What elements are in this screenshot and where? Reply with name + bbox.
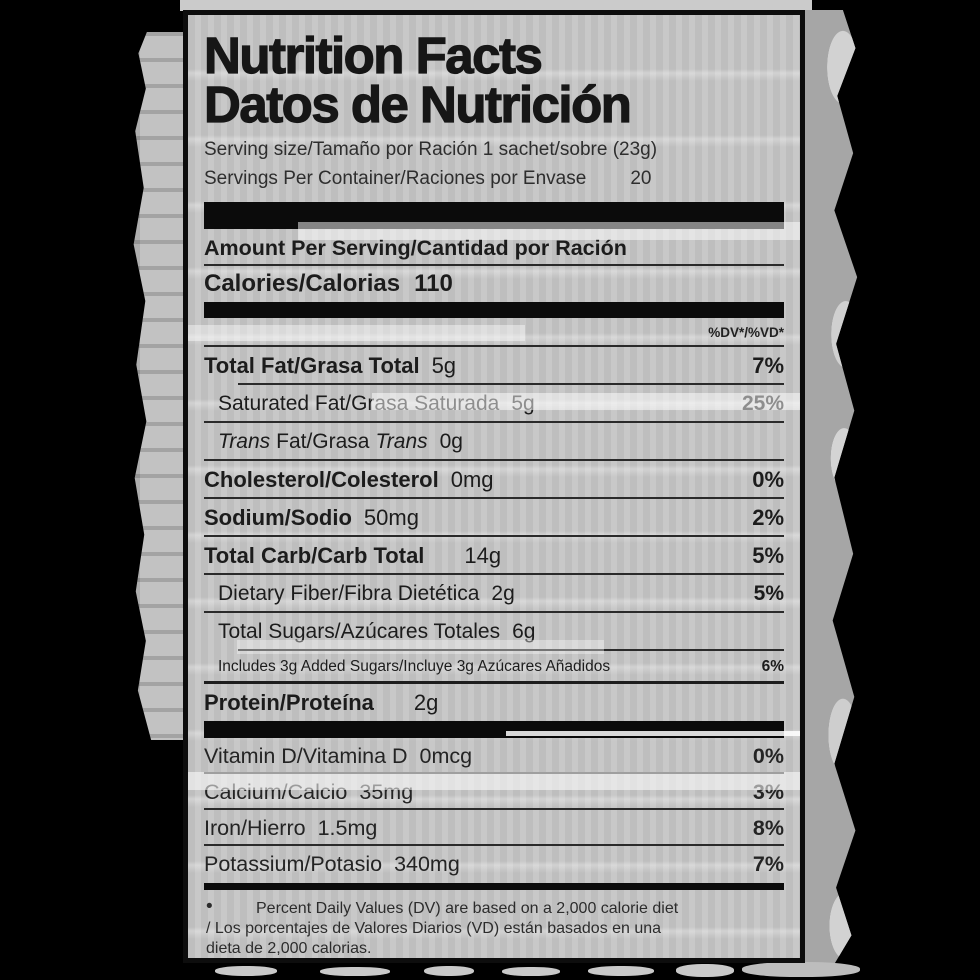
- nutrition-facts-label: Nutrition Facts Datos de Nutrición Servi…: [183, 10, 805, 963]
- scan-noise-blob: [588, 966, 654, 976]
- divider-bar-thick: [204, 202, 784, 229]
- nutrient-row-cholesterol: Cholesterol/Colesterol 0mg 0%: [204, 461, 784, 497]
- footnote-line: Percent Daily Values (DV) are based on a…: [256, 900, 679, 917]
- vitamin-dv: 8%: [752, 816, 784, 840]
- separator: [204, 497, 784, 499]
- nutrient-amount: 5g: [431, 353, 457, 378]
- separator: [204, 681, 784, 684]
- vitamin-amount: 340mg: [394, 852, 460, 876]
- vitamin-name: Potassium/Potasio: [204, 852, 383, 876]
- calories-value: 110: [414, 270, 453, 297]
- nutrient-row-total-fat: Total Fat/Grasa Total 5g 7%: [204, 347, 784, 383]
- nutrient-name: Protein/Proteína: [204, 690, 374, 715]
- nutrient-row-total-sugars: Total Sugars/Azúcares Totales 6g: [204, 613, 784, 649]
- nutrient-row-sodium: Sodium/Sodio 50mg 2%: [204, 499, 784, 535]
- servings-per-container-line: Servings Per Container/Raciones por Enva…: [204, 164, 784, 193]
- scan-noise-blob: [502, 967, 560, 976]
- nutrient-name: Sodium/Sodio: [204, 505, 352, 530]
- separator: [204, 421, 784, 423]
- separator: [204, 345, 784, 347]
- calories-row: Calories/Calorias 110: [204, 266, 784, 302]
- scan-noise-blob: [320, 967, 390, 976]
- serving-size-line: Serving size/Tamaño por Ración 1 sachet/…: [204, 139, 658, 160]
- separator: [204, 264, 784, 266]
- vitamin-dv: 3%: [752, 780, 784, 804]
- vitamin-dv: 7%: [752, 852, 784, 876]
- separator: [238, 649, 784, 651]
- divider-bar-thin: [204, 883, 784, 890]
- separator: [204, 535, 784, 537]
- nutrient-name-italic: Trans: [375, 430, 428, 453]
- footnote-line: / Los porcentajes de Valores Diarios (VD…: [206, 920, 662, 937]
- nutrient-dv: 25%: [741, 392, 784, 415]
- vitamin-row-calcium: Calcium/Calcio 35mg 3%: [204, 774, 784, 808]
- scan-noise-blob: [676, 964, 734, 977]
- nutrient-name: Dietary Fiber/Fibra Dietética: [218, 582, 480, 605]
- daily-value-header: %DV*/%VD*: [708, 325, 784, 340]
- separator: [204, 573, 784, 575]
- footnote-bullet: •: [206, 896, 213, 917]
- separator: [204, 459, 784, 461]
- nutrient-row-added-sugars: Includes 3g Added Sugars/Incluye 3g Azúc…: [204, 651, 784, 681]
- daily-value-footnote: • Percent Daily Values (DV) are based on…: [204, 896, 784, 958]
- scan-noise-left: [133, 32, 184, 740]
- nutrient-amount: 2g: [491, 582, 515, 605]
- vitamin-amount: 0mcg: [419, 744, 473, 768]
- nutrient-dv: 6%: [761, 658, 784, 675]
- nutrient-row-saturated-fat: Saturated Fat/Grasa Saturada 5g 25%: [204, 385, 784, 421]
- nutrient-name: Saturated Fat/Grasa Saturada: [218, 392, 500, 415]
- scan-noise-blob: [742, 962, 860, 977]
- scan-noise-blob: [424, 966, 474, 976]
- separator: [204, 844, 784, 846]
- separator: [204, 808, 784, 810]
- nutrient-amount: 14g: [464, 543, 502, 568]
- nutrient-amount: 5g: [511, 392, 535, 415]
- nutrient-name: Total Carb/Carb Total: [204, 543, 425, 568]
- vitamin-name: Iron/Hierro: [204, 816, 306, 840]
- servings-per-container-label: Servings Per Container/Raciones por Enva…: [204, 168, 587, 189]
- vitamin-name: Calcium/Calcio: [204, 780, 348, 804]
- nutrient-amount: 50mg: [363, 505, 419, 530]
- nutrient-name-italic: Trans: [218, 430, 271, 453]
- vitamin-row-iron: Iron/Hierro 1.5mg 8%: [204, 810, 784, 844]
- nutrient-dv: 2%: [752, 505, 784, 530]
- nutrient-amount: 0mg: [450, 467, 494, 492]
- divider-bar-medium: [204, 302, 784, 318]
- nutrient-name: Fat/Grasa: [276, 430, 370, 453]
- nutrient-dv: 0%: [752, 467, 784, 492]
- label-title-spanish: Datos de Nutrición: [203, 76, 632, 133]
- nutrient-name: Total Sugars/Azúcares Totales: [218, 620, 501, 643]
- vitamin-name: Vitamin D/Vitamina D: [204, 744, 408, 768]
- vitamin-dv: 0%: [752, 744, 784, 768]
- nutrient-row-protein: Protein/Proteína 2g: [204, 684, 784, 720]
- nutrient-row-dietary-fiber: Dietary Fiber/Fibra Dietética 2g 5%: [204, 575, 784, 611]
- vitamin-amount: 1.5mg: [317, 816, 378, 840]
- calories-label: Calories/Calorias: [204, 270, 401, 297]
- nutrient-dv: 7%: [752, 353, 784, 378]
- serving-info: Serving size/Tamaño por Ración 1 sachet/…: [204, 135, 784, 193]
- vitamin-amount: 35mg: [359, 780, 414, 804]
- divider-bar-thick: [204, 721, 784, 738]
- vitamin-row-potassium: Potassium/Potasio 340mg 7%: [204, 846, 784, 880]
- label-title-english: Nutrition Facts: [203, 27, 543, 84]
- footnote-line: dieta de 2,000 calorias.: [206, 940, 372, 957]
- scan-noise-blob: [215, 966, 277, 976]
- nutrient-row-trans-fat: Trans Fat/Grasa Trans 0g: [204, 423, 784, 459]
- nutrient-amount: 6g: [512, 620, 536, 643]
- separator: [238, 383, 784, 385]
- vitamin-row-vitamin-d: Vitamin D/Vitamina D 0mcg 0%: [204, 738, 784, 772]
- amount-per-serving-heading: Amount Per Serving/Cantidad por Ración: [204, 236, 627, 260]
- servings-per-container-value: 20: [630, 168, 652, 189]
- nutrient-name: Total Fat/Grasa Total: [204, 353, 420, 378]
- nutrient-name: Includes 3g Added Sugars/Incluye 3g Azúc…: [218, 658, 611, 675]
- nutrient-name: Cholesterol/Colesterol: [204, 467, 439, 492]
- nutrient-amount: 2g: [413, 690, 439, 715]
- separator: [204, 611, 784, 613]
- scan-noise-right: [803, 10, 858, 964]
- nutrient-amount: 0g: [439, 430, 463, 453]
- nutrient-dv: 5%: [752, 543, 784, 568]
- nutrient-dv: 5%: [753, 582, 784, 605]
- nutrient-row-total-carb: Total Carb/Carb Total 14g 5%: [204, 537, 784, 573]
